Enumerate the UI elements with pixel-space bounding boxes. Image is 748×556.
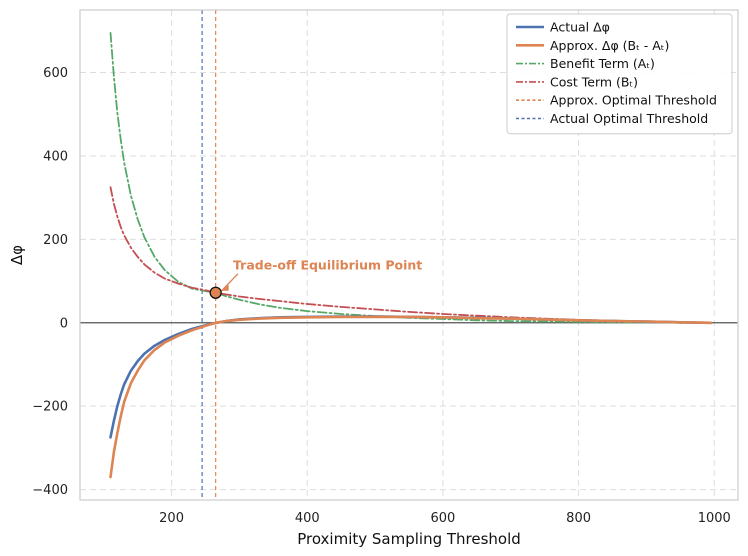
legend: Actual Δφ Approx. Δφ (Bₜ - Aₜ) Benefit Ter… <box>506 13 733 135</box>
legend-label-actual-optimal: Actual Optimal Threshold <box>550 111 708 126</box>
plot-frame <box>79 9 739 501</box>
series-lines <box>109 32 713 479</box>
y-tick-label: 0 <box>60 316 68 331</box>
annotation-label: Trade-off Equilibrium Point <box>233 258 422 273</box>
benefit-term-line <box>109 32 712 324</box>
y-tick-label: 400 <box>43 149 68 164</box>
y-tick-label: 200 <box>43 233 68 248</box>
annotation-arrow <box>221 273 239 292</box>
annotation-arrowhead <box>220 284 229 291</box>
legend-label-approx-optimal: Approx. Optimal Threshold <box>550 93 717 108</box>
x-tick-label: 800 <box>566 511 591 526</box>
annotation-layer: Trade-off Equilibrium Point <box>209 258 422 299</box>
x-tick-label: 600 <box>431 511 456 526</box>
y-tick-label: −200 <box>32 400 68 415</box>
legend-label-actual: Actual Δφ <box>550 20 610 35</box>
legend-label-benefit: Benefit Term (Aₜ) <box>550 56 655 71</box>
x-tick-label: 200 <box>159 511 184 526</box>
legend-label-approx: Approx. Δφ (Bₜ - Aₜ) <box>550 38 669 53</box>
equilibrium-point <box>209 286 222 299</box>
y-tick-label: 600 <box>43 66 68 81</box>
legend-label-cost: Cost Term (Bₜ) <box>550 74 638 89</box>
tick-labels: 200 400 600 800 1000 −400 −200 0 200 400 600 <box>32 66 731 526</box>
approx-delta-phi-line <box>109 315 713 479</box>
x-axis-label: Proximity Sampling Threshold <box>297 530 521 548</box>
x-tick-label: 1000 <box>698 511 731 526</box>
y-axis-label: Δφ <box>8 245 26 265</box>
x-tick-label: 400 <box>295 511 320 526</box>
y-tick-label: −400 <box>32 483 68 498</box>
legend-box <box>506 13 733 135</box>
